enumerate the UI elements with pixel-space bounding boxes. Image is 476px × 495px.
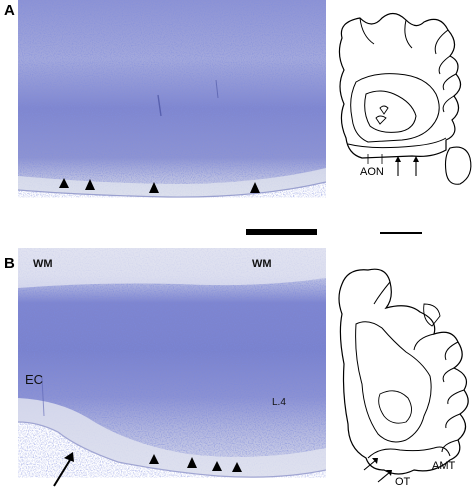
label-wm-right: WM — [252, 258, 272, 270]
arrowhead-a-4 — [250, 182, 260, 193]
schematic-b-ventricle — [378, 390, 412, 424]
label-ec: EC — [25, 372, 44, 387]
schematic-a-wm-contour — [350, 73, 440, 143]
panel-b-letter: B — [4, 255, 15, 272]
label-amt: AMT — [432, 460, 456, 472]
scale-bar-schematic — [380, 232, 422, 234]
arrowhead-a-1 — [59, 178, 69, 188]
label-layer4: L.4 — [272, 397, 286, 408]
arrowhead-b-2 — [187, 457, 197, 468]
panel-b-micrograph — [18, 248, 326, 483]
schematic-a-outline — [338, 12, 462, 159]
label-wm-left: WM — [33, 258, 53, 270]
schematic-b-temporal-section — [338, 268, 469, 483]
schematic-b-temporal-lobe — [367, 446, 451, 459]
schematic-a-olfactory-bulb — [444, 146, 472, 185]
scale-bar-micrograph — [246, 229, 317, 235]
arrowhead-b-4 — [232, 462, 242, 472]
arrowhead-b-1 — [149, 454, 159, 464]
panel-a-letter: A — [4, 2, 15, 19]
label-aon: AON — [360, 166, 384, 178]
schematic-b-wm-contour — [355, 321, 432, 443]
arrowhead-a-3 — [149, 182, 159, 193]
label-ot: OT — [395, 476, 411, 488]
arrowhead-a-2 — [85, 179, 95, 190]
panel-a-micrograph — [18, 0, 326, 200]
arrowhead-b-3 — [212, 461, 222, 471]
arrows-b — [53, 452, 242, 487]
schematic-b-arrow-2 — [377, 471, 391, 483]
arrowheads-a — [59, 178, 260, 193]
schematic-a-frontal-section — [338, 12, 472, 185]
arrow-b-ec — [53, 459, 71, 487]
schematic-a-striatum — [364, 90, 417, 133]
schematic-b-arrow-1 — [363, 459, 377, 471]
